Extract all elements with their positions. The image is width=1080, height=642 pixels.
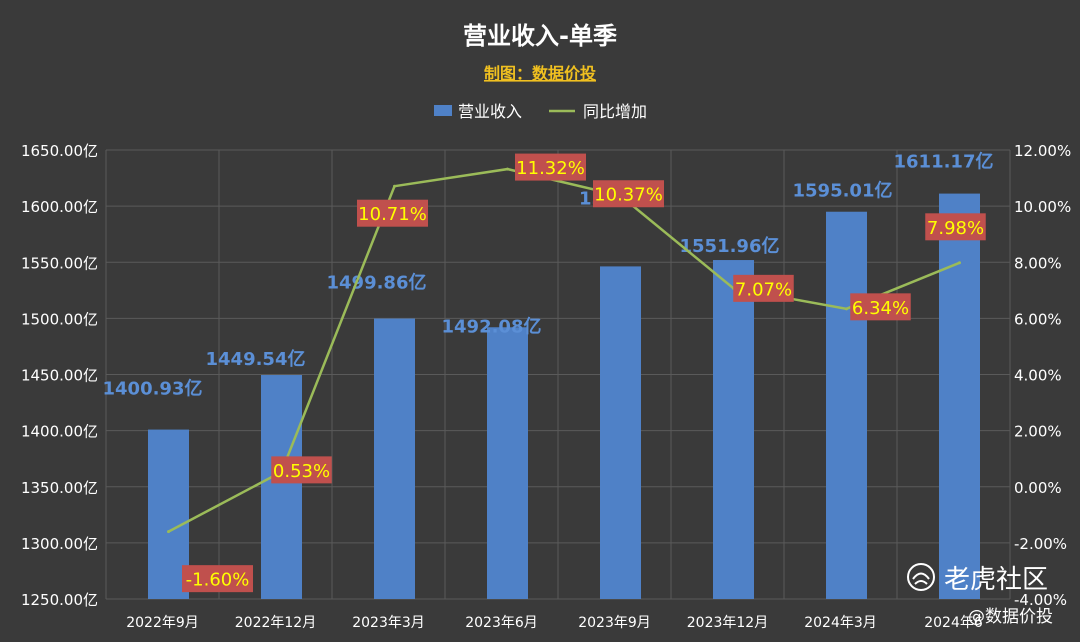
pct-label-box (850, 293, 911, 321)
pct-label: 7.98% (927, 218, 984, 239)
yoy-point (393, 184, 396, 188)
chart-title: 营业收入-单季 (463, 22, 617, 50)
y-right-tick-label: 8.00% (1014, 254, 1062, 272)
legend-label-line: 同比增加 (583, 102, 647, 121)
bar-value-label: 1551.96亿 (680, 235, 780, 257)
pct-label-box (182, 565, 253, 593)
bar-value-label: 1499.86亿 (327, 272, 427, 294)
pct-label-box (733, 274, 794, 302)
y-right-tick-label: 6.00% (1014, 310, 1062, 328)
pct-label-box (357, 199, 428, 227)
y-right-tick-label: 12.00% (1014, 142, 1071, 160)
pct-label: -1.60% (186, 570, 250, 591)
legend-label-bar: 营业收入 (458, 102, 522, 121)
x-tick-label: 2023年9月 (578, 615, 651, 631)
y-left-tick-label: 1450.00亿 (21, 367, 98, 385)
y-left-tick-label: 1500.00亿 (21, 310, 98, 328)
x-tick-label: 2023年3月 (352, 615, 425, 631)
pct-label-box (925, 213, 986, 241)
bar (261, 375, 302, 599)
yoy-point (845, 307, 848, 311)
pct-label: 0.53% (273, 461, 330, 482)
bar-value-label: 1400.93亿 (103, 378, 203, 400)
bar (713, 260, 754, 599)
legend-swatch-bar (434, 105, 452, 116)
pct-label-box (593, 180, 664, 208)
y-right-tick-label: 10.00% (1014, 198, 1071, 216)
pct-label: 6.34% (852, 298, 909, 319)
y-right-tick-label: 2.00% (1014, 423, 1062, 441)
yoy-point (167, 530, 170, 534)
y-left-tick-label: 1650.00亿 (21, 142, 98, 160)
y-left-tick-label: 1400.00亿 (21, 423, 98, 441)
bar (939, 193, 980, 599)
pct-label: 11.32% (516, 158, 585, 179)
y-left-tick-label: 1250.00亿 (21, 591, 98, 609)
y-right-tick-label: -4.00% (1014, 591, 1067, 609)
pct-label: 10.71% (358, 204, 427, 225)
y-left-tick-label: 1300.00亿 (21, 535, 98, 553)
yoy-line (167, 167, 960, 533)
chart-subtitle: 制图：数据价投 (484, 64, 596, 83)
x-tick-label: 2024年3月 (804, 615, 877, 631)
x-tick-label: 2024年6 (924, 615, 983, 631)
y-left-tick-label: 1550.00亿 (21, 254, 98, 272)
bar-value-label: 1492.08亿 (442, 315, 542, 337)
bar (374, 318, 415, 599)
bar-value-label: 1595.01亿 (793, 180, 893, 202)
bar-value-label: 1611.17亿 (894, 151, 994, 173)
y-right-tick-label: -2.00% (1014, 535, 1067, 553)
y-right-tick-label: 4.00% (1014, 367, 1062, 385)
bar (487, 327, 528, 599)
bar (826, 211, 867, 600)
x-tick-label: 2022年9月 (126, 615, 199, 631)
y-left-tick-label: 1350.00亿 (21, 479, 98, 497)
x-tick-label: 2023年12月 (687, 615, 768, 631)
x-tick-label: 2023年6月 (465, 615, 538, 631)
tiger-logo-icon (907, 563, 935, 591)
yoy-point (506, 167, 509, 171)
watermark-handle: @数据价投 (968, 607, 1053, 627)
y-right-tick-label: 0.00% (1014, 479, 1062, 497)
pct-label: 7.07% (735, 279, 792, 300)
pct-label-box (515, 153, 586, 181)
pct-label: 10.37% (594, 185, 663, 206)
pct-label-box (271, 456, 332, 484)
x-tick-label: 2022年12月 (235, 615, 316, 631)
watermark-brand: 老虎社区 (944, 565, 1048, 595)
bar (600, 266, 641, 599)
bar-value-label: 1449.54亿 (206, 348, 306, 370)
yoy-point (958, 261, 961, 265)
y-left-tick-label: 1600.00亿 (21, 198, 98, 216)
